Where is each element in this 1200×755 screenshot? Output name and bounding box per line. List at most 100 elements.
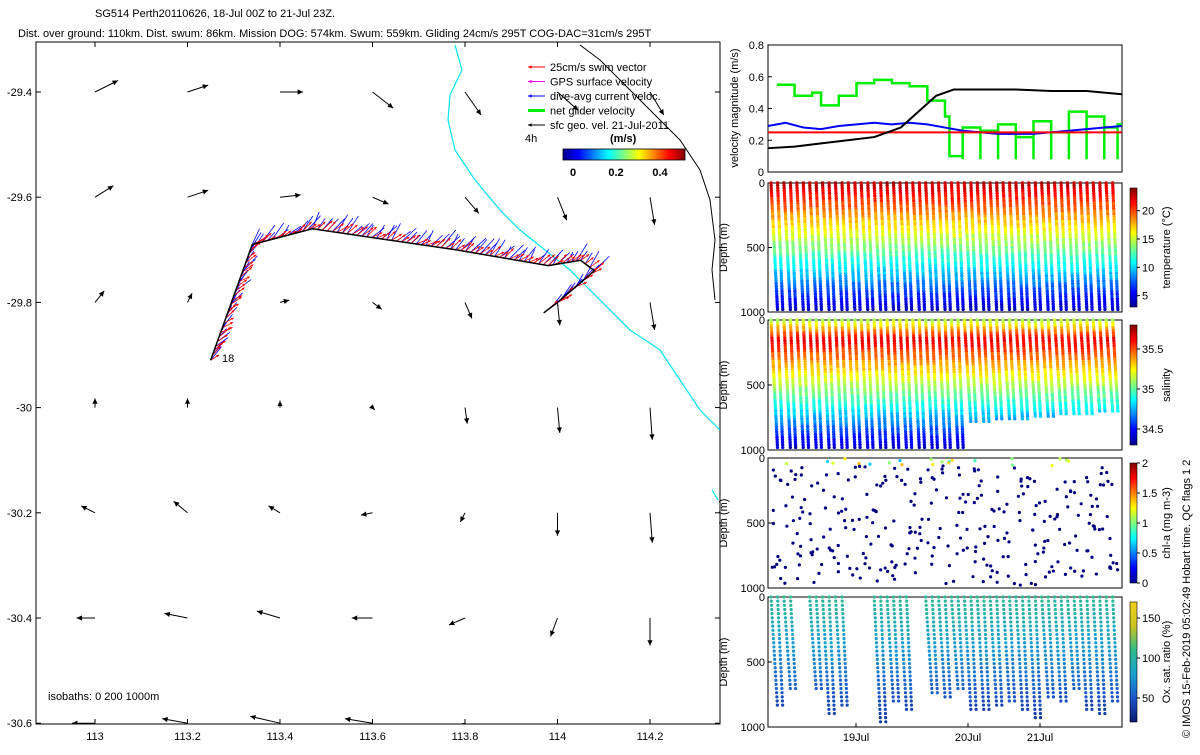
temp-point xyxy=(956,308,959,311)
temp-point xyxy=(802,308,805,311)
velocity-y-tick-label: 0.6 xyxy=(749,72,764,84)
colorbar-tick-label: 35.5 xyxy=(1142,344,1163,356)
map-x-tick-label: 113.2 xyxy=(174,731,201,743)
temp-point xyxy=(871,308,874,311)
temp-point xyxy=(1077,308,1080,311)
temp-point xyxy=(897,308,900,311)
colorbar-tick-label: 10 xyxy=(1142,262,1154,274)
temp-point xyxy=(1021,308,1024,311)
sal-point xyxy=(845,446,848,449)
temp-point xyxy=(905,308,908,311)
velocity-y-tick-label: 0.4 xyxy=(749,104,764,116)
sal-point xyxy=(884,446,887,449)
temp-point xyxy=(1013,308,1016,311)
legend-label: sfc geo. vel. 21-Jul-2011 xyxy=(550,120,669,132)
temp-point xyxy=(918,308,921,311)
temp-point xyxy=(943,308,946,311)
temp-point xyxy=(910,308,913,311)
section-y-label: Depth (m) xyxy=(718,361,730,410)
section-y-label: Depth (m) xyxy=(718,223,730,272)
sal-point xyxy=(930,446,933,449)
sal-point xyxy=(892,446,895,449)
sal-point xyxy=(923,446,926,449)
velocity-y-tick-label: 0.2 xyxy=(749,135,764,147)
temp-point xyxy=(1098,308,1101,311)
title-line-2: Dist. over ground: 110km. Dist. swum: 86… xyxy=(18,28,652,40)
colorbar-label: salinity xyxy=(1161,368,1173,402)
temp-point xyxy=(1090,308,1093,311)
temp-point xyxy=(1052,308,1055,311)
temp-point xyxy=(1008,308,1011,311)
temp-point xyxy=(858,308,861,311)
temp-point xyxy=(776,308,779,311)
sal-point xyxy=(897,446,900,449)
temp-point xyxy=(982,308,985,311)
temp-point xyxy=(969,308,972,311)
sal-point xyxy=(918,446,921,449)
velocity-panel: 00.20.40.60.8 velocity magnitude (m/s) xyxy=(729,40,1122,179)
map-x-tick-label: 113.6 xyxy=(359,731,386,743)
temp-point xyxy=(1046,308,1049,311)
section-colorbar xyxy=(1130,325,1137,445)
temp-point xyxy=(840,308,843,311)
sal-point xyxy=(961,446,964,449)
speed-colorbar-tick: 0 xyxy=(570,167,576,179)
legend-label: dive-avg current veloc. xyxy=(550,91,661,103)
sal-point xyxy=(982,420,985,423)
section-colorbar xyxy=(1130,188,1137,307)
temp-point xyxy=(1111,308,1114,311)
sal-point xyxy=(905,446,908,449)
map-y-tick-label: -29.6 xyxy=(7,192,32,204)
colorbar-tick-label: 35 xyxy=(1142,384,1154,396)
temp-point xyxy=(820,308,823,311)
temp-point xyxy=(789,308,792,311)
sal-point xyxy=(814,446,817,449)
temp-point xyxy=(995,308,998,311)
temp-point xyxy=(1072,308,1075,311)
temp-point xyxy=(807,308,810,311)
sal-point xyxy=(943,446,946,449)
temp-point xyxy=(781,308,784,311)
colorbar-tick-label: 20 xyxy=(1142,206,1154,218)
sal-point xyxy=(956,446,959,449)
sal-point xyxy=(910,446,913,449)
temp-point xyxy=(884,308,887,311)
velocity-y-tick-label: 0.8 xyxy=(749,40,764,52)
colorbar-tick-label: 5 xyxy=(1142,291,1148,303)
section-y-tick-label: 500 xyxy=(747,243,765,255)
temp-point xyxy=(827,308,830,311)
temp-point xyxy=(892,308,895,311)
colorbar-tick-label: 15 xyxy=(1142,234,1154,246)
temp-point xyxy=(936,308,939,311)
temp-point xyxy=(930,308,933,311)
sal-point xyxy=(794,446,797,449)
map-y-tick-label: -30.4 xyxy=(7,613,32,625)
sal-point xyxy=(987,420,990,423)
map-x-tick-label: 113.8 xyxy=(452,731,479,743)
sal-point xyxy=(879,446,882,449)
speed-colorbar xyxy=(563,149,685,160)
temp-point xyxy=(1085,308,1088,311)
sal-point xyxy=(866,446,869,449)
temp-point xyxy=(866,308,869,311)
sal-point xyxy=(833,446,836,449)
temp-point xyxy=(1065,308,1068,311)
temp-point xyxy=(853,308,856,311)
temp-point xyxy=(1116,308,1119,311)
legend-label: net glider velocity xyxy=(550,106,635,118)
temp-point xyxy=(974,308,977,311)
map-x-tick-label: 114 xyxy=(549,731,567,743)
temp-point xyxy=(1000,308,1003,311)
section-y-tick-label: 500 xyxy=(747,380,765,392)
map-x-tick-label: 114.2 xyxy=(637,731,664,743)
speed-colorbar-tick: 0.4 xyxy=(652,167,668,179)
map-y-tick-label: -29.4 xyxy=(7,87,32,99)
temp-point xyxy=(949,308,952,311)
temp-point xyxy=(923,308,926,311)
sal-point xyxy=(858,446,861,449)
